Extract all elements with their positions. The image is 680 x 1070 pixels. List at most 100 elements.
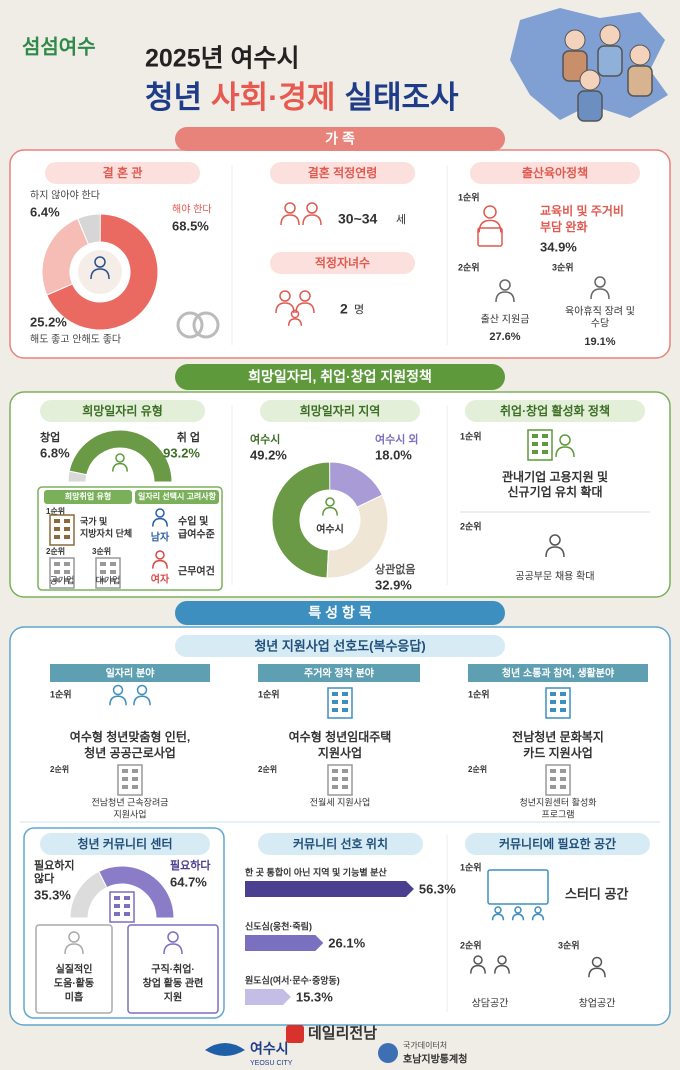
label: 않다 <box>34 871 55 885</box>
icon <box>527 429 553 461</box>
icon <box>555 446 575 458</box>
label: 지원 <box>164 991 182 1004</box>
icon <box>542 450 548 454</box>
label: 19.1% <box>584 336 615 348</box>
icon <box>110 562 116 566</box>
icon <box>332 700 338 704</box>
label: 급여수준 <box>178 528 215 541</box>
chart-segment <box>76 213 101 245</box>
label: 실질적인 <box>56 963 93 976</box>
icon <box>114 896 120 900</box>
pill-title: 희망일자리 지역 <box>300 403 381 418</box>
icon <box>64 562 70 566</box>
label: 필요하지 <box>34 858 74 872</box>
value-label: 32.9% <box>375 577 412 592</box>
label: 여수시 <box>250 432 280 446</box>
icon <box>532 450 538 454</box>
subtitle: 2025년 여수시 <box>145 45 300 73</box>
pill-title: 가 족 <box>325 131 355 147</box>
icon <box>550 785 556 789</box>
label: 전남청년 근속장려금 <box>91 797 168 807</box>
label: 미흡 <box>65 991 83 1004</box>
icon <box>124 912 130 916</box>
label: 대기업 <box>96 575 121 585</box>
icon <box>152 517 168 527</box>
label: 한 곳 통합이 아닌 지역 및 기능별 분산 <box>245 866 387 877</box>
icon <box>306 202 318 214</box>
value-label: 49.2% <box>250 447 287 462</box>
label: 1순위 <box>468 688 490 699</box>
sub-box <box>37 486 223 591</box>
label: 지원사업 <box>113 809 146 819</box>
icon <box>495 291 515 303</box>
title-part: 실태조사 <box>344 80 459 115</box>
icon <box>470 964 486 974</box>
label: 신규기업 유치 확대 <box>508 484 603 499</box>
people-decoration <box>599 24 621 46</box>
label: 창업공간 <box>579 997 616 1010</box>
label: 구직·취업· <box>151 963 194 976</box>
label: 국가데이터처 <box>403 1040 447 1050</box>
icon <box>136 684 148 696</box>
label: 1순위 <box>50 688 72 699</box>
icon <box>342 708 348 712</box>
pill-title: 결혼 적정연령 <box>308 165 378 180</box>
label: 상담공간 <box>472 998 509 1010</box>
rings-decoration <box>192 311 220 339</box>
value-label: 26.1% <box>328 935 365 950</box>
label: 교육비 및 주거비 <box>540 203 624 218</box>
label: 호남지방통계청 <box>403 1053 467 1066</box>
icon <box>54 570 60 574</box>
icon <box>279 290 291 302</box>
label: 3순위 <box>92 546 111 556</box>
pill-title: 커뮤니티 선호 위치 <box>293 836 388 851</box>
icon <box>124 904 130 908</box>
pill <box>45 162 200 184</box>
reason-box <box>35 924 113 1014</box>
logo: 섬섬여수 <box>22 35 96 58</box>
icon <box>117 764 143 796</box>
icon <box>332 777 338 781</box>
icon <box>100 578 106 582</box>
sub-header <box>135 490 219 504</box>
icon <box>327 687 353 719</box>
icon <box>287 318 303 326</box>
icon <box>487 869 549 905</box>
pill <box>40 833 210 855</box>
icon <box>545 546 565 558</box>
value-label: 18.0% <box>375 447 412 462</box>
icon <box>542 434 548 438</box>
icon <box>550 769 556 773</box>
icon <box>78 250 122 294</box>
chart-segment <box>326 494 389 579</box>
icon <box>95 557 121 589</box>
icon <box>122 785 128 789</box>
icon <box>112 684 124 696</box>
label: 청년지원센터 활성화 <box>519 796 596 807</box>
icon <box>549 534 561 546</box>
field-header <box>468 664 648 682</box>
chart-segment <box>98 865 175 919</box>
icon <box>64 578 70 582</box>
icon <box>54 527 60 531</box>
icon <box>325 497 335 507</box>
icon <box>477 227 503 247</box>
people-decoration <box>629 44 651 66</box>
icon <box>497 955 507 965</box>
label: 전월세 지원사업 <box>310 796 370 807</box>
icon <box>594 276 606 288</box>
chart-segment <box>271 461 331 579</box>
icon <box>109 695 127 706</box>
reason-box <box>127 924 219 1014</box>
label: 수입 및 <box>178 515 208 528</box>
icon <box>90 268 110 280</box>
value-label: 6.8% <box>40 445 70 460</box>
label: 3순위 <box>558 939 580 950</box>
icon <box>280 214 300 226</box>
title-part: 청년 <box>145 80 202 115</box>
icon <box>342 769 348 773</box>
icon <box>550 692 556 696</box>
label: 육아휴직 장려 및 <box>565 306 635 318</box>
label: 전남청년 문화복지 <box>512 729 604 744</box>
